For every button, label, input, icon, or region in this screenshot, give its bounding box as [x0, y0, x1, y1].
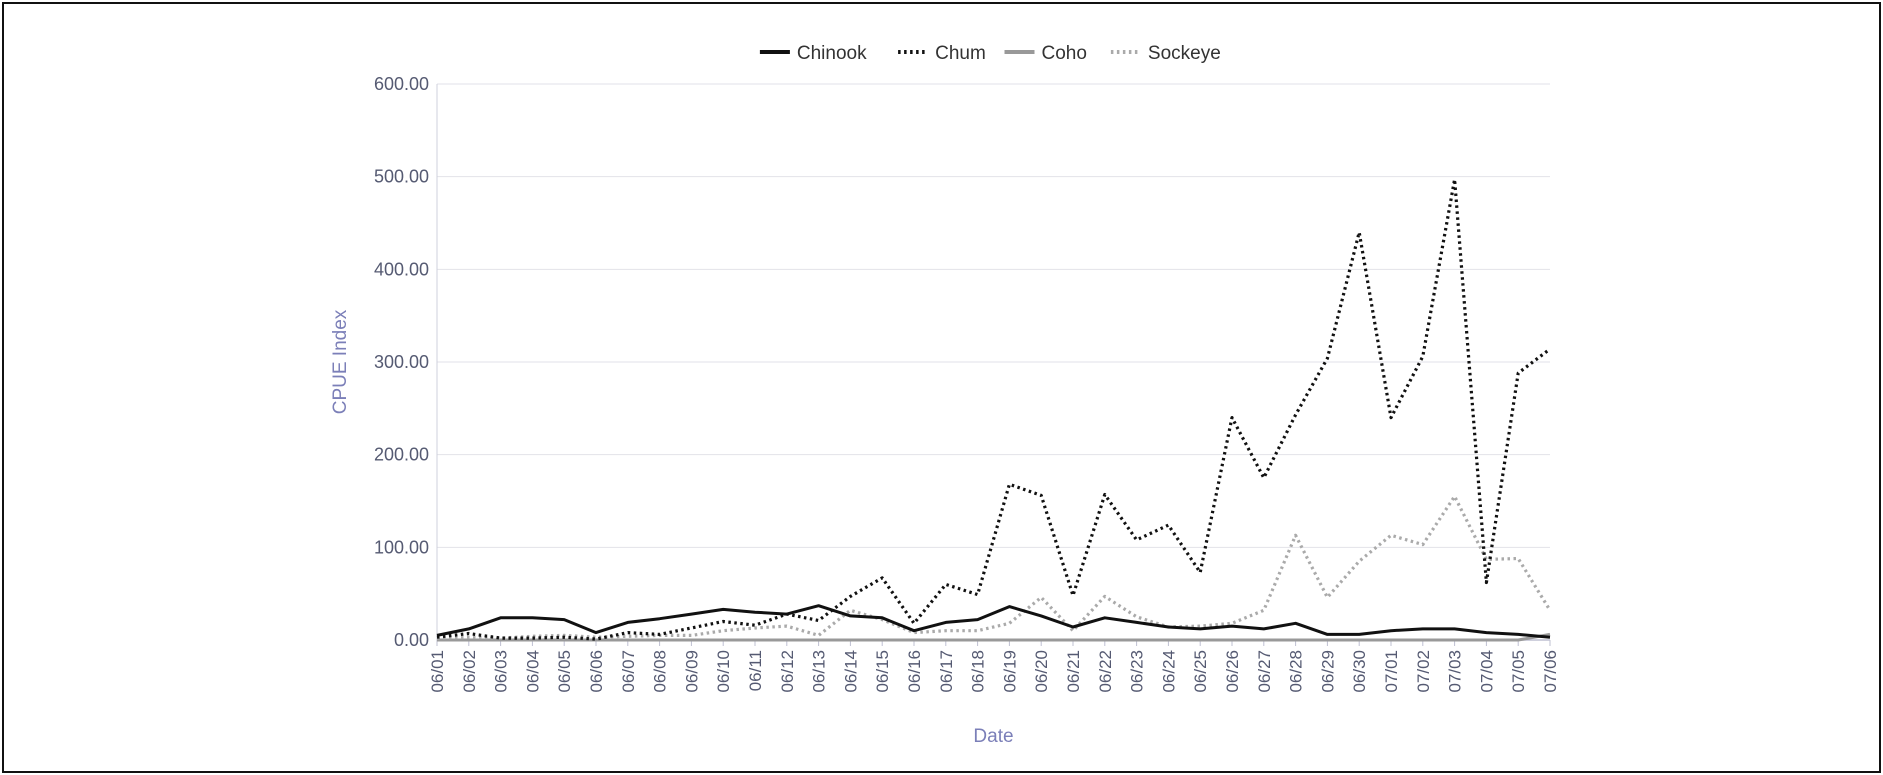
legend-label: Sockeye [1148, 43, 1221, 64]
y-tick-label: 100.00 [374, 537, 429, 557]
legend-item-chinook[interactable]: Chinook [759, 43, 867, 64]
x-tick-label: 06/24 [1159, 650, 1178, 693]
y-tick-label: 0.00 [394, 630, 429, 650]
y-tick-label: 300.00 [374, 352, 429, 372]
cpue-line-chart: 0.00 100.00 200.00 300.00 400.00 500.00 600.00… [330, 43, 1560, 747]
x-tick-label: 07/06 [1541, 650, 1560, 693]
x-tick-label: 06/26 [1223, 650, 1242, 693]
x-tick-label: 06/09 [682, 650, 701, 693]
legend-item-sockeye[interactable]: Sockeye [1110, 43, 1221, 64]
x-tick-label: 06/16 [905, 650, 924, 693]
y-tick-label: 600.00 [374, 74, 429, 94]
x-tick-label: 07/03 [1446, 650, 1465, 693]
x-tick-label: 06/19 [1000, 650, 1019, 693]
x-tick-label: 07/04 [1477, 650, 1496, 693]
x-tick-label: 06/15 [873, 650, 892, 693]
x-tick-label: 06/03 [492, 650, 511, 693]
series-lines [436, 177, 1552, 642]
x-tick-label: 06/10 [714, 650, 733, 693]
y-tick-label: 500.00 [374, 167, 429, 187]
x-tick-label: 06/27 [1255, 650, 1274, 693]
series-line-chum [436, 177, 1551, 641]
x-tick-label: 07/05 [1509, 650, 1528, 693]
legend-label: Chinook [797, 43, 867, 64]
legend-item-chum[interactable]: Chum [898, 43, 986, 64]
series-line-coho [437, 632, 1551, 642]
x-tick-label: 06/11 [746, 650, 765, 691]
legend-label: Chum [935, 43, 986, 64]
series-line-sockeye [436, 494, 1552, 640]
x-tick-label: 06/08 [651, 650, 670, 693]
x-tick-label: 07/01 [1382, 650, 1401, 693]
y-axis-ticks: 0.00 100.00 200.00 300.00 400.00 500.00 600.00 [374, 74, 429, 650]
x-tick-label: 06/30 [1350, 650, 1369, 693]
x-tick-label: 06/14 [841, 650, 860, 693]
series-line-chinook [436, 604, 1551, 639]
x-tick-label: 06/25 [1191, 650, 1210, 693]
legend-item-coho[interactable]: Coho [1004, 43, 1087, 64]
x-tick-label: 06/22 [1096, 650, 1115, 693]
x-tick-label: 06/18 [969, 650, 988, 693]
legend: Chinook Chum Coho Sockeye [759, 43, 1221, 64]
x-tick-label: 06/12 [778, 650, 797, 693]
x-axis-title: Date [973, 726, 1013, 747]
x-tick-label: 06/05 [555, 650, 574, 693]
x-tick-label: 07/02 [1414, 650, 1433, 693]
x-tick-label: 06/29 [1318, 650, 1337, 693]
x-tick-label: 06/21 [1064, 650, 1083, 693]
x-tick-label: 06/07 [619, 650, 638, 693]
x-tick-label: 06/04 [523, 650, 542, 693]
legend-label: Coho [1042, 43, 1087, 64]
gridlines [437, 83, 1550, 641]
x-tick-label: 06/17 [937, 650, 956, 693]
y-axis-title: CPUE Index [330, 309, 351, 414]
x-tick-label: 06/02 [460, 650, 479, 693]
y-tick-label: 400.00 [374, 259, 429, 279]
x-tick-label: 06/28 [1287, 650, 1306, 693]
x-axis-ticks: 06/01 06/02 06/03 06/04 06/05 06/06 06/07 06/08… [428, 640, 1560, 693]
x-tick-label: 06/20 [1032, 650, 1051, 693]
x-tick-label: 06/01 [428, 650, 447, 693]
x-tick-label: 06/06 [587, 650, 606, 693]
x-tick-label: 06/23 [1128, 650, 1147, 693]
y-tick-label: 200.00 [374, 445, 429, 465]
x-tick-label: 06/13 [810, 650, 829, 693]
